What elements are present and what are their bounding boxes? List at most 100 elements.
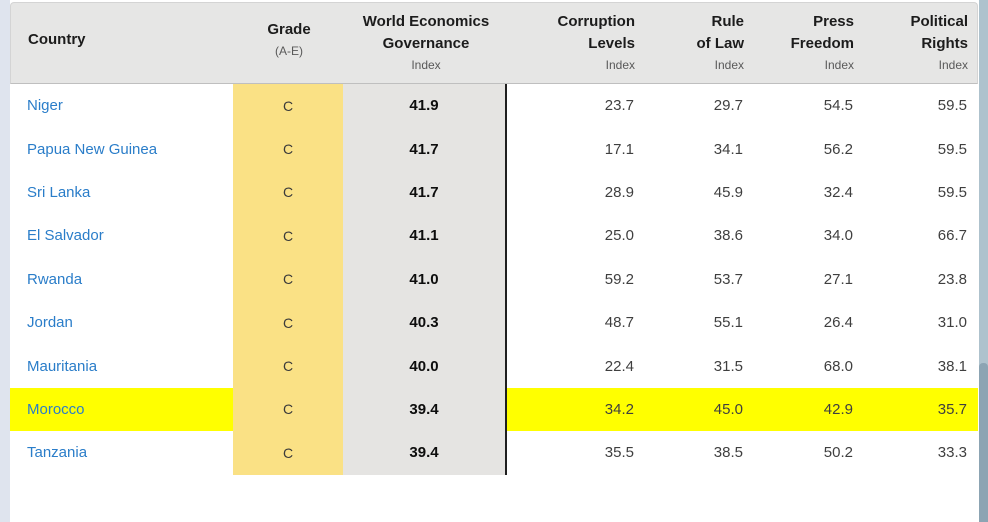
table-row: Sri Lanka C 41.7 28.9 45.9 32.4 59.5 (10, 170, 978, 215)
political-rights-index-cell: 59.5 (937, 97, 967, 115)
country-link[interactable]: Sri Lanka (27, 183, 91, 201)
rule-of-law-index-cell: 45.9 (713, 183, 743, 201)
column-title: Governance (382, 35, 470, 52)
press-freedom-index-cell: 32.4 (823, 183, 853, 201)
political-rights-index-cell: 23.8 (937, 270, 967, 288)
country-link[interactable]: Papua New Guinea (27, 140, 158, 158)
weg-index-cell: 39.4 (343, 431, 507, 475)
column-header-rule-of-law[interactable]: Rule of Law Index (645, 3, 754, 83)
weg-index-cell: 40.0 (343, 344, 507, 388)
column-title: of Law (696, 35, 745, 52)
corruption-index-cell: 23.7 (604, 97, 634, 115)
political-rights-index-cell: 31.0 (937, 314, 967, 332)
column-header-grade[interactable]: Grade (A-E) (234, 3, 344, 83)
rule-of-law-index-cell: 53.7 (713, 270, 743, 288)
column-subtitle: Index (824, 58, 854, 72)
scrollbar-thumb[interactable] (979, 363, 988, 522)
press-freedom-index-cell: 68.0 (823, 357, 853, 375)
weg-index-cell: 41.7 (343, 127, 507, 171)
country-cell: Rwanda (10, 258, 233, 301)
rule-of-law-index-cell: 34.1 (713, 140, 743, 158)
political-rights-index-cell: 59.5 (937, 140, 967, 158)
column-subtitle: Index (714, 58, 744, 72)
column-header-corruption[interactable]: Corruption Levels Index (508, 3, 645, 83)
grade-cell: C (233, 431, 343, 475)
country-cell: Niger (10, 84, 233, 127)
page-left-margin (0, 0, 10, 522)
grade-cell: C (233, 387, 343, 432)
press-freedom-index-cell: 42.9 (753, 387, 863, 432)
table-row: El Salvador C 41.1 25.0 38.6 34.0 66.7 (10, 214, 978, 258)
column-title: Press (813, 13, 854, 30)
column-title: Rights (921, 35, 968, 52)
table-row: Niger C 41.9 23.7 29.7 54.5 59.5 (10, 84, 978, 128)
political-rights-index-cell: 35.7 (863, 387, 978, 432)
country-link[interactable]: Rwanda (27, 270, 83, 288)
vertical-scrollbar[interactable] (979, 0, 988, 522)
political-rights-index-cell: 59.5 (937, 183, 967, 201)
column-subtitle: Index (605, 58, 635, 72)
corruption-index-cell: 17.1 (604, 140, 634, 158)
country-link[interactable]: Jordan (27, 314, 73, 332)
column-subtitle: Index (411, 58, 441, 72)
column-header-weg-index[interactable]: World Economics Governance Index (344, 3, 508, 83)
table-row: Rwanda C 41.0 59.2 53.7 27.1 23.8 (10, 257, 978, 301)
weg-index-cell: 41.1 (343, 214, 507, 258)
country-link[interactable]: El Salvador (27, 227, 104, 245)
country-cell: Morocco (10, 387, 233, 432)
weg-index-cell: 40.3 (343, 300, 507, 345)
column-title: Rule (711, 13, 744, 30)
political-rights-index-cell: 66.7 (937, 227, 967, 245)
column-title: Political (910, 13, 968, 30)
rule-of-law-index-cell: 31.5 (713, 357, 743, 375)
rule-of-law-index-cell: 38.6 (713, 227, 743, 245)
corruption-index-cell: 48.7 (604, 314, 634, 332)
rule-of-law-index-cell: 55.1 (713, 314, 743, 332)
press-freedom-index-cell: 26.4 (823, 314, 853, 332)
corruption-index-cell: 59.2 (604, 270, 634, 288)
political-rights-index-cell: 33.3 (937, 444, 967, 462)
column-subtitle: (A-E) (275, 44, 303, 58)
grade-cell: C (233, 300, 343, 345)
column-title: Freedom (790, 35, 854, 52)
country-cell: Papua New Guinea (10, 127, 233, 170)
column-title: Grade (267, 21, 311, 38)
column-subtitle: Index (938, 58, 968, 72)
weg-index-cell: 39.4 (343, 387, 507, 432)
press-freedom-index-cell: 56.2 (823, 140, 853, 158)
country-link[interactable]: Morocco (27, 400, 85, 418)
country-link[interactable]: Mauritania (27, 357, 98, 375)
rule-of-law-index-cell: 29.7 (713, 97, 743, 115)
country-cell: Tanzania (10, 431, 233, 474)
press-freedom-index-cell: 34.0 (823, 227, 853, 245)
column-title: Levels (588, 35, 635, 52)
table-header: Country Grade (A-E) World Economics Gove… (10, 2, 978, 84)
corruption-index-cell: 28.9 (604, 183, 634, 201)
column-header-press-freedom[interactable]: Press Freedom Index (754, 3, 864, 83)
grade-cell: C (233, 257, 343, 301)
political-rights-index-cell: 38.1 (937, 357, 967, 375)
corruption-index-cell: 35.5 (604, 444, 634, 462)
country-link[interactable]: Niger (27, 97, 63, 115)
weg-index-cell: 41.7 (343, 170, 507, 215)
column-header-political-rights[interactable]: Political Rights Index (864, 3, 979, 83)
press-freedom-index-cell: 50.2 (823, 444, 853, 462)
corruption-index-cell: 22.4 (604, 357, 634, 375)
governance-rankings-table: Country Grade (A-E) World Economics Gove… (10, 2, 978, 475)
table-body: Niger C 41.9 23.7 29.7 54.5 59.5 Papua N… (10, 84, 978, 475)
grade-cell: C (233, 214, 343, 258)
weg-index-cell: 41.0 (343, 257, 507, 301)
corruption-index-cell: 25.0 (604, 227, 634, 245)
rule-of-law-index-cell: 45.0 (644, 387, 753, 432)
column-header-country[interactable]: Country (11, 3, 234, 83)
column-title: World Economics (362, 13, 490, 30)
weg-index-cell: 41.9 (343, 84, 507, 128)
country-link[interactable]: Tanzania (27, 444, 88, 462)
grade-cell: C (233, 344, 343, 388)
corruption-index-cell: 34.2 (507, 387, 644, 432)
press-freedom-index-cell: 27.1 (823, 270, 853, 288)
grade-cell: C (233, 127, 343, 171)
table-row: Morocco C 39.4 34.2 45.0 42.9 35.7 (10, 387, 978, 432)
rule-of-law-index-cell: 38.5 (713, 444, 743, 462)
table-row: Mauritania C 40.0 22.4 31.5 68.0 38.1 (10, 344, 978, 388)
